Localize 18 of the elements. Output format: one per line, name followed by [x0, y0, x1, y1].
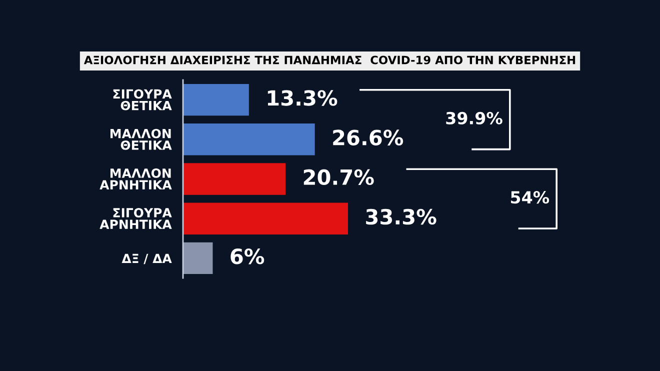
data-label: 20.7% [304, 169, 374, 186]
data-label: 13.3% [268, 90, 338, 106]
chart-title: ΑΞΙΟΛΟΓΗΣΗ ΔΙΑΧΕΙΡΙΣΗΣ ΤΗΣ ΠΑΝΔΗΜΙΑΣ COVID-19 ΑΠΟ ΤΗΝ ΚΥΒΕΡΝΗΣΗ [84, 56, 576, 64]
bar [183, 124, 315, 156]
y-tick-label: ΜΑΛΛΟΝ ΘΕΤΙΚΑ [110, 128, 172, 150]
bar [183, 84, 249, 116]
text: 39.9% [446, 112, 502, 124]
y-tick-label: ΣΙΓΟΥΡΑ ΑΡΝΗΤΙΚΑ [100, 208, 172, 229]
y-tick-label: ΜΑΛΛΟΝ ΑΡΝΗΤΙΚΑ [100, 168, 172, 190]
text: 54% [510, 191, 550, 204]
data-label: 26.6% [333, 130, 404, 146]
bar [183, 163, 286, 195]
data-label: 6% [230, 248, 264, 264]
bar [183, 242, 213, 274]
y-tick-label: ΣΙΓΟΥΡΑ ΘΕΤΙΚΑ [113, 89, 172, 110]
y-tick-label: ΔΞ / ΔΑ [122, 254, 172, 264]
data-label: 33.3% [366, 208, 436, 225]
bar [183, 202, 348, 234]
